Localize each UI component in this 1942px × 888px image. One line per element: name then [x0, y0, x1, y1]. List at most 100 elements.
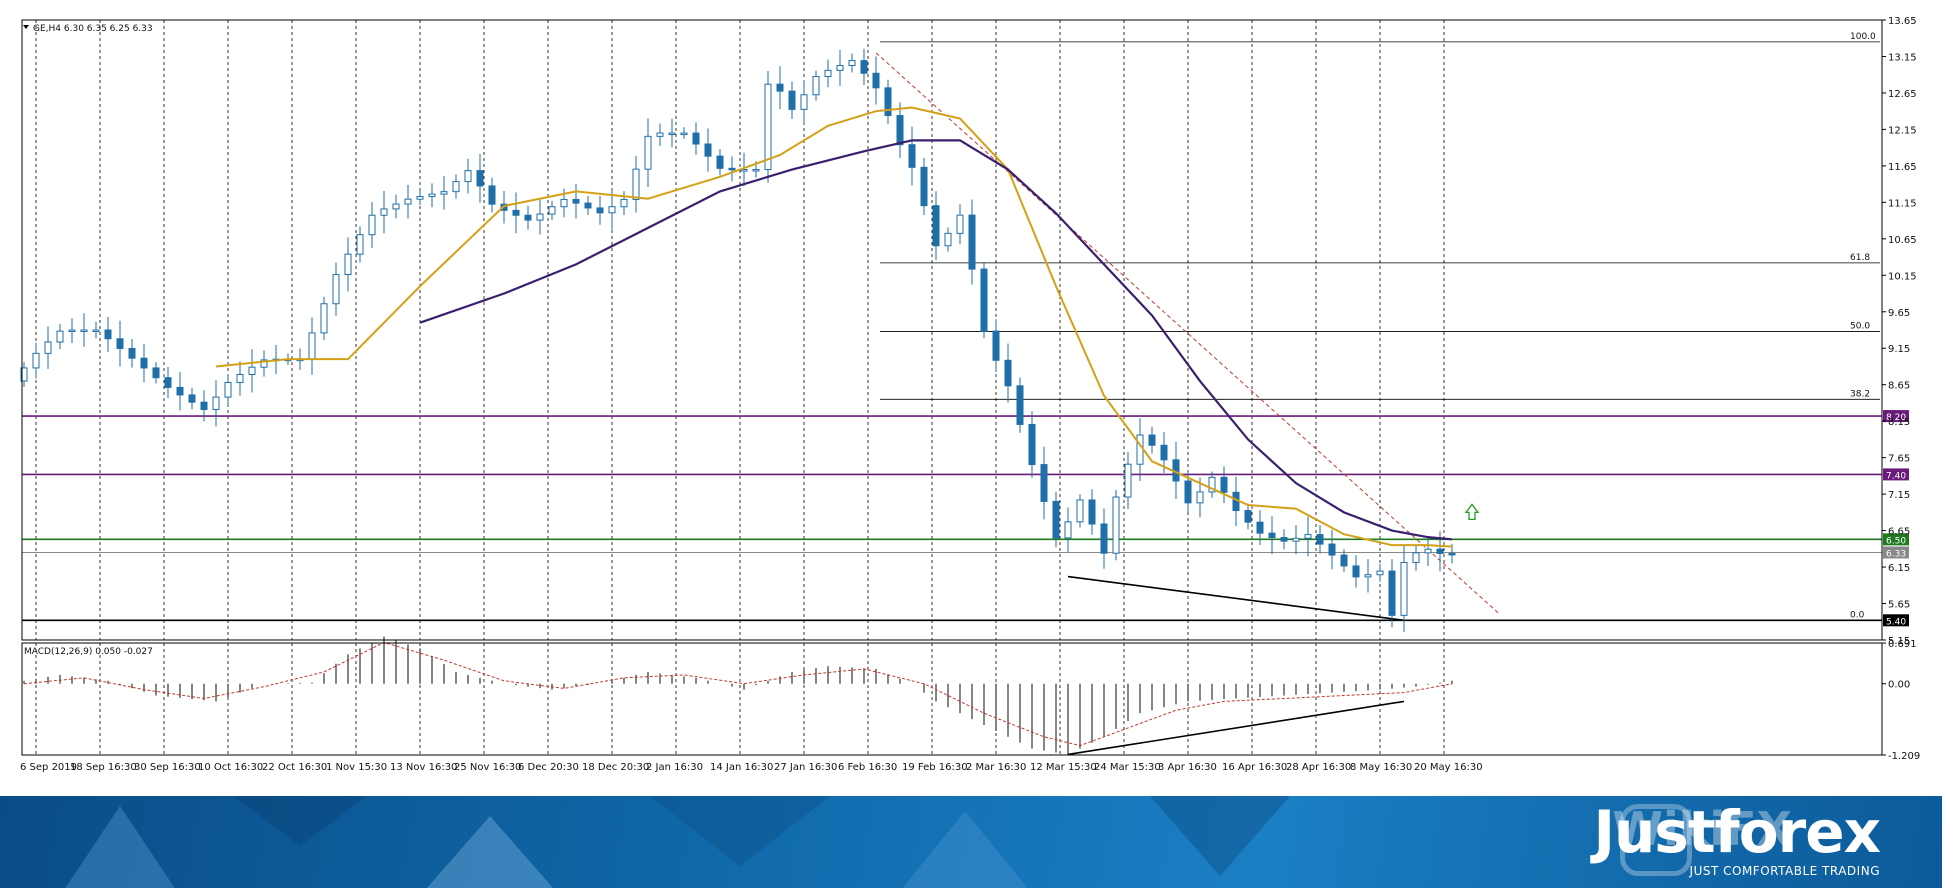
level-tag-label: 8.20: [1886, 413, 1906, 423]
x-tick-label: 22 Oct 16:30: [262, 762, 327, 773]
candle-body: [812, 76, 820, 96]
x-tick-label: 14 Jan 16:30: [710, 762, 773, 773]
x-tick-label: 13 Nov 16:30: [390, 762, 457, 773]
candle-body: [140, 357, 148, 369]
candle-body: [884, 87, 892, 117]
candle-body: [116, 338, 124, 349]
candle-body: [1124, 463, 1132, 498]
candle-body: [1100, 523, 1108, 554]
symbol-header: GE,H4 6.30 6.35 6.25 6.33: [33, 24, 153, 34]
candle-body: [836, 64, 844, 71]
candle-body: [584, 202, 592, 209]
x-tick-label: 25 Nov 16:30: [454, 762, 521, 773]
level-tag: [1883, 410, 1909, 423]
candle-body: [1376, 570, 1384, 576]
candle-body: [1160, 444, 1168, 461]
candle-body: [788, 90, 796, 110]
candle-body: [1304, 534, 1312, 539]
candle-body: [1112, 496, 1120, 554]
fib-label: 61.8: [1850, 253, 1870, 263]
candle-body: [860, 60, 868, 74]
candle-body: [920, 166, 928, 207]
y-tick-label: 8.65: [1888, 381, 1910, 392]
candle-body: [488, 185, 496, 205]
candle-body: [848, 60, 856, 66]
y-tick-label: 12.15: [1888, 125, 1917, 136]
moving-averages: [215, 106, 1453, 548]
ema-orange-line: [215, 106, 1453, 548]
banner-shape: [900, 811, 1030, 888]
y-tick-label: 11.15: [1888, 198, 1917, 209]
y-tick-label: 7.15: [1888, 490, 1910, 501]
candle-body: [644, 135, 652, 170]
candle-body: [236, 373, 244, 384]
support-trendline: [1067, 575, 1405, 622]
chart-frame: [21, 19, 1883, 756]
candle-body: [716, 155, 724, 169]
candle-body: [1436, 548, 1444, 554]
candle-body: [1424, 548, 1432, 554]
x-tick-label: 30 Sep 16:30: [134, 762, 201, 773]
x-tick-label: 19 Feb 16:30: [902, 762, 968, 773]
brand-banner: WikiFX Justforex JUST COMFORTABLE TRADIN…: [0, 796, 1942, 888]
y-tick-label: 13.65: [1888, 16, 1917, 27]
candle-body: [404, 198, 412, 205]
candle-body: [1136, 434, 1144, 465]
candle-body: [200, 401, 208, 411]
candle-body: [1052, 500, 1060, 539]
candle-body: [476, 170, 484, 187]
macd-label: MACD(12,26,9) 0.050 -0.027: [24, 647, 153, 657]
banner-shape: [650, 796, 830, 866]
candle-body: [932, 205, 940, 247]
level-tag-label: 6.50: [1886, 536, 1906, 546]
candle-body: [608, 206, 616, 214]
y-tick-label: 9.15: [1888, 344, 1910, 355]
horizontal-levels: 8.20 7.40 6.50 6.33 5.40: [22, 410, 1909, 627]
y-tick-label: 10.15: [1888, 271, 1917, 282]
fib-label: 100.0: [1850, 32, 1876, 42]
vertical-grid: [35, 20, 1445, 755]
candle-body: [392, 203, 400, 210]
candle-body: [248, 366, 256, 375]
fib-label: 0.0: [1850, 610, 1865, 620]
candle-body: [1448, 552, 1456, 556]
brand-tagline: JUST COMFORTABLE TRADING: [1689, 864, 1880, 878]
candle-body: [332, 274, 340, 305]
candle-body: [368, 214, 376, 236]
level-tag-label: 5.40: [1886, 617, 1906, 627]
candle-body: [1016, 385, 1024, 425]
fib-label: 38.2: [1850, 389, 1870, 399]
macd-trendline: [1067, 700, 1405, 756]
candle-body: [1088, 499, 1096, 525]
candle-body: [44, 341, 52, 354]
header-dropdown-icon[interactable]: [23, 25, 29, 29]
banner-shape: [1150, 796, 1290, 876]
candle-body: [1148, 434, 1156, 446]
candle-body: [344, 253, 352, 276]
x-tick-label: 28 Apr 16:30: [1286, 762, 1351, 773]
candle-body: [20, 367, 28, 382]
candle-body: [1256, 521, 1264, 534]
candles: [20, 48, 1456, 633]
x-tick-label: 2 Jan 16:30: [646, 762, 703, 773]
candle-body: [1076, 499, 1084, 523]
candle-body: [1028, 423, 1036, 466]
candle-body: [536, 213, 544, 221]
y-tick-label: 13.15: [1888, 52, 1917, 63]
y-tick-label: 11.65: [1888, 162, 1917, 173]
candle-body: [1388, 570, 1396, 616]
candle-body: [464, 170, 472, 183]
x-tick-label: 27 Jan 16:30: [774, 762, 837, 773]
candle-body: [1220, 476, 1228, 493]
candle-body: [1292, 537, 1300, 542]
x-tick-label: 12 Mar 15:30: [1030, 762, 1097, 773]
candle-body: [908, 144, 916, 168]
candle-body: [128, 347, 136, 359]
candle-body: [152, 367, 160, 379]
price-chart: 100.0 61.8 50.0 38.2 0.0 8.20 7.40 6.50 6.33 5.4…: [20, 16, 1921, 773]
candle-body: [1400, 562, 1408, 616]
candle-body: [164, 377, 172, 388]
candle-body: [1268, 532, 1276, 539]
banner-shape: [60, 806, 180, 888]
x-tick-label: 10 Oct 16:30: [198, 762, 263, 773]
